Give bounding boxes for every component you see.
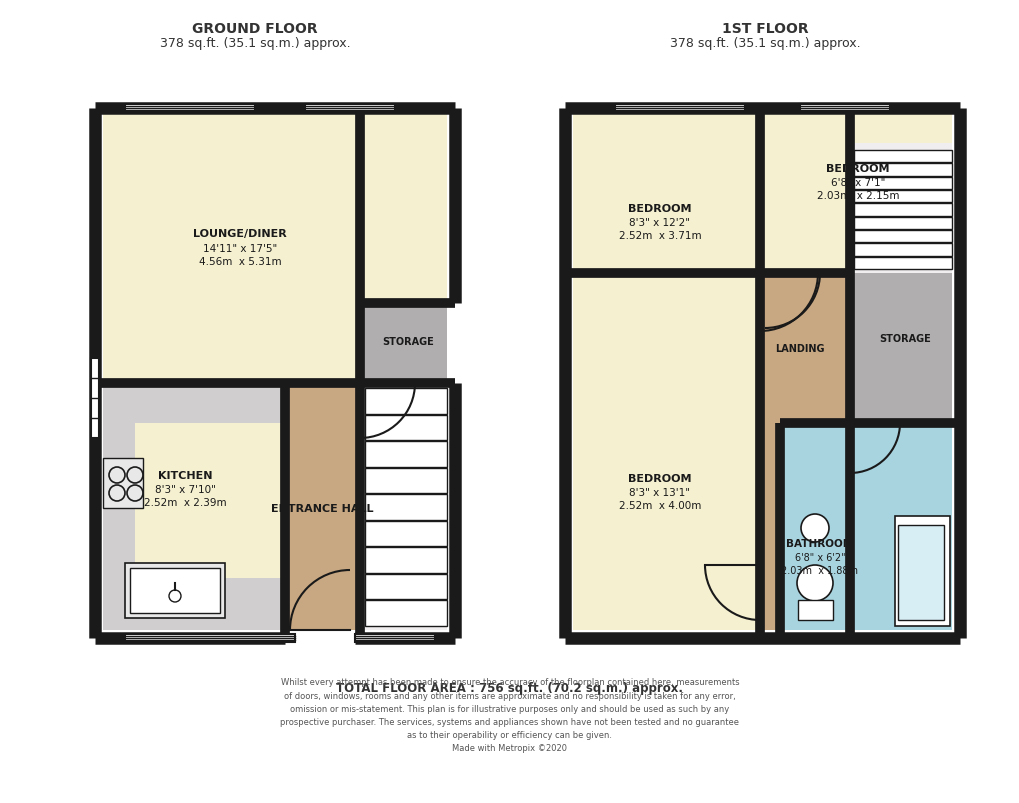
Bar	[853, 244, 951, 256]
Text: 4.56m  x 5.31m: 4.56m x 5.31m	[199, 257, 281, 267]
Bar	[135, 423, 284, 578]
Bar	[853, 177, 951, 190]
Bar	[853, 164, 951, 177]
Text: GROUND FLOOR: GROUND FLOOR	[192, 22, 318, 36]
Text: 6'8" x 7'1": 6'8" x 7'1"	[830, 177, 884, 188]
Bar	[853, 191, 951, 203]
Bar	[614, 105, 744, 113]
Bar	[573, 109, 759, 274]
Bar	[125, 634, 294, 642]
Text: 2.03m  x 1.88m: 2.03m x 1.88m	[781, 565, 858, 575]
Bar	[365, 574, 446, 600]
Bar	[759, 109, 951, 274]
Text: Whilst every attempt has been made to ensure the accuracy of the floorplan conta: Whilst every attempt has been made to en…	[280, 678, 739, 752]
Text: BEDROOM: BEDROOM	[628, 204, 691, 214]
Text: 2.52m  x 4.00m: 2.52m x 4.00m	[619, 500, 700, 511]
Bar	[125, 105, 255, 113]
Bar	[797, 601, 833, 620]
Bar	[125, 563, 225, 618]
Text: 2.52m  x 2.39m: 2.52m x 2.39m	[144, 497, 226, 507]
Bar	[103, 109, 446, 384]
Bar	[365, 521, 446, 547]
Text: BATHROOM: BATHROOM	[786, 538, 853, 548]
Text: 8'3" x 13'1": 8'3" x 13'1"	[629, 487, 690, 497]
Text: 378 sq.ft. (35.1 sq.m.) approx.: 378 sq.ft. (35.1 sq.m.) approx.	[160, 38, 350, 51]
Bar	[573, 274, 759, 630]
Text: 2.03m  x 2.15m: 2.03m x 2.15m	[816, 191, 899, 201]
Bar	[305, 105, 394, 113]
Bar	[365, 389, 446, 414]
Text: 1ST FLOOR: 1ST FLOOR	[721, 22, 807, 36]
Bar	[103, 384, 284, 630]
Bar	[799, 105, 890, 113]
Text: 2.52m  x 3.71m: 2.52m x 3.71m	[619, 230, 701, 241]
Bar	[91, 359, 99, 438]
Bar	[365, 495, 446, 520]
Text: LOUNGE/DINER: LOUNGE/DINER	[193, 229, 286, 238]
Bar	[365, 415, 446, 441]
Text: STORAGE: STORAGE	[382, 336, 433, 347]
Text: 378 sq.ft. (35.1 sq.m.) approx.: 378 sq.ft. (35.1 sq.m.) approx.	[669, 38, 859, 51]
Bar	[853, 151, 951, 163]
Bar	[853, 218, 951, 230]
Text: BEDROOM: BEDROOM	[628, 474, 691, 483]
Bar	[849, 274, 951, 423]
Bar	[129, 569, 220, 613]
Bar	[284, 384, 360, 630]
Text: LANDING: LANDING	[774, 344, 824, 353]
Bar	[759, 274, 849, 630]
Circle shape	[800, 515, 828, 542]
Bar	[780, 423, 951, 630]
Text: 8'3" x 7'10": 8'3" x 7'10"	[155, 484, 215, 495]
Text: STORAGE: STORAGE	[878, 333, 930, 344]
Bar	[365, 468, 446, 494]
Bar	[897, 525, 943, 620]
Text: 8'3" x 12'2": 8'3" x 12'2"	[629, 218, 690, 228]
Bar	[849, 144, 951, 274]
Bar	[365, 442, 446, 467]
Text: 6'8" x 6'2": 6'8" x 6'2"	[794, 552, 845, 562]
Circle shape	[796, 565, 833, 601]
Text: KITCHEN: KITCHEN	[158, 471, 212, 480]
Bar	[360, 304, 446, 384]
Bar	[853, 204, 951, 216]
Bar	[360, 384, 446, 630]
Text: ENTRANCE HALL: ENTRANCE HALL	[270, 503, 373, 513]
Bar	[853, 230, 951, 243]
Text: TOTAL FLOOR AREA : 756 sq.ft. (70.2 sq.m.) approx.: TOTAL FLOOR AREA : 756 sq.ft. (70.2 sq.m…	[336, 682, 683, 695]
Bar	[853, 257, 951, 270]
Bar	[355, 634, 434, 642]
Bar	[365, 601, 446, 626]
Text: BEDROOM: BEDROOM	[825, 164, 889, 173]
Bar	[103, 459, 143, 508]
Text: 14'11" x 17'5": 14'11" x 17'5"	[203, 243, 277, 254]
Bar	[894, 516, 949, 626]
Bar	[365, 548, 446, 573]
